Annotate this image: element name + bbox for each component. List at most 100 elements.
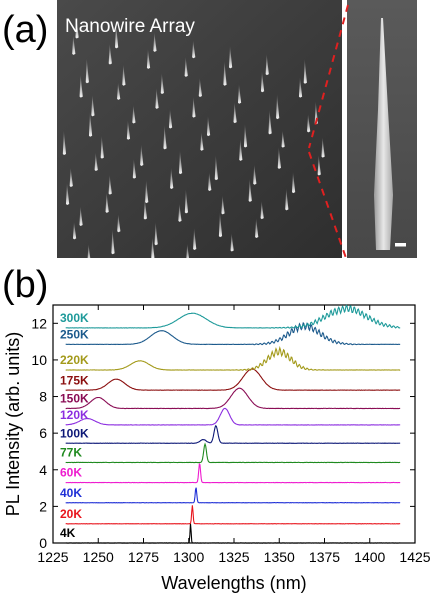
nanowire	[111, 229, 115, 255]
nanowire	[72, 221, 77, 240]
x-tick-label: 1225	[37, 549, 68, 565]
nanowire	[253, 164, 257, 185]
series-line-120K	[65, 407, 401, 426]
y-axis-label: PL Intensity (arb. units)	[3, 332, 23, 516]
series-label: 100K	[60, 426, 89, 440]
nanowire	[298, 77, 303, 98]
nanowire	[230, 233, 234, 252]
nanowire	[260, 201, 264, 220]
nanowire	[91, 95, 95, 117]
x-tick-label: 1350	[264, 549, 295, 565]
nanowire	[285, 188, 289, 211]
nanowire	[268, 110, 272, 135]
nanowire	[115, 24, 119, 49]
series-label: 175K	[60, 373, 89, 387]
nanowire	[303, 59, 307, 84]
x-tick-label: 1300	[173, 549, 204, 565]
nanowire	[69, 167, 73, 187]
nanowire	[155, 88, 159, 109]
series-line-220K	[65, 345, 401, 371]
nanowire	[178, 150, 183, 175]
nanowire	[292, 172, 296, 194]
nanowire	[255, 218, 259, 238]
nanowire	[265, 54, 269, 76]
nanowire	[108, 43, 112, 65]
series-label: 4K	[60, 526, 76, 540]
nanowire	[248, 178, 252, 202]
series-layer: 4K 20K 40K 60K 77K 100K 120K 150K 175K 220K 250K 30…	[60, 304, 401, 544]
y-tick-label: 10	[31, 352, 47, 368]
series-line-250K	[65, 321, 401, 346]
nanowire	[154, 222, 158, 246]
nanowire	[117, 82, 121, 100]
nanowire	[307, 114, 311, 133]
series-label: 20K	[60, 507, 82, 521]
y-tick-label: 6	[39, 425, 47, 441]
series-label: 60K	[60, 466, 82, 480]
nanowire	[163, 125, 167, 150]
nanowire	[145, 180, 149, 204]
y-tick-label: 2	[39, 498, 47, 514]
nanowire	[153, 32, 157, 52]
x-tick-label: 1400	[354, 549, 385, 565]
nanowire	[192, 96, 196, 118]
series-line-20K	[65, 505, 401, 525]
nanowire	[218, 212, 223, 238]
single-nanowire	[374, 18, 393, 250]
axes: 1225 1250 1275 1300 1325 1350 1375 1400 14250246…	[31, 305, 431, 565]
nanowire	[228, 45, 233, 69]
x-axis-label: Wavelengths (nm)	[161, 573, 306, 593]
nanowire	[108, 175, 112, 195]
nanowire	[184, 189, 189, 214]
sem-image-array: Nanowire Array	[57, 0, 342, 263]
nanowire	[122, 64, 126, 86]
nanowire	[281, 130, 285, 148]
nanowire	[200, 132, 204, 151]
nanowire	[143, 199, 147, 220]
zoom-indicator-lines	[308, 4, 349, 259]
nanowire	[214, 155, 218, 181]
nanowire	[223, 61, 227, 86]
nanowire	[75, 17, 79, 39]
nanowire	[277, 147, 281, 169]
nanowire	[146, 49, 151, 69]
nanowire	[192, 40, 196, 59]
series-label: 220K	[60, 353, 89, 367]
x-tick-label: 1375	[309, 549, 340, 565]
nanowire	[317, 155, 321, 176]
nanowire	[198, 78, 202, 97]
series-line-40K	[65, 487, 401, 504]
series-label: 300K	[60, 311, 89, 325]
x-tick-label: 1275	[128, 549, 159, 565]
series-label: 150K	[60, 392, 89, 406]
nanowire	[168, 109, 173, 129]
pl-spectra-chart: 4K 20K 40K 60K 77K 100K 120K 150K 175K 220K 250K 30…	[3, 304, 431, 593]
sem-image-title: Nanowire Array	[65, 16, 195, 37]
series-line-150K	[65, 387, 401, 410]
x-tick-label: 1325	[218, 549, 249, 565]
panel-b-label: (b)	[2, 264, 48, 306]
nanowire	[100, 135, 104, 159]
series-label: 40K	[60, 486, 82, 500]
nanowire	[117, 214, 121, 233]
series-line-4K	[65, 523, 401, 544]
nanowire	[221, 195, 225, 215]
nanowire	[160, 73, 164, 94]
nanowire	[94, 152, 98, 172]
nanowire	[170, 167, 174, 189]
nanowire	[88, 112, 93, 137]
series-line-60K	[65, 462, 401, 484]
nanowire	[321, 137, 325, 158]
sem-image-zoom	[347, 0, 417, 258]
x-tick-label: 1250	[83, 549, 114, 565]
y-tick-label: 12	[31, 315, 47, 331]
nanowire	[72, 35, 76, 55]
nanowire	[239, 139, 243, 161]
series-label: 77K	[60, 446, 82, 460]
nanowire	[243, 124, 248, 148]
nanowire	[65, 182, 70, 205]
nanowire	[206, 116, 211, 137]
nanowire	[208, 172, 212, 192]
series-line-100K	[65, 424, 401, 444]
nanowire	[184, 57, 188, 77]
